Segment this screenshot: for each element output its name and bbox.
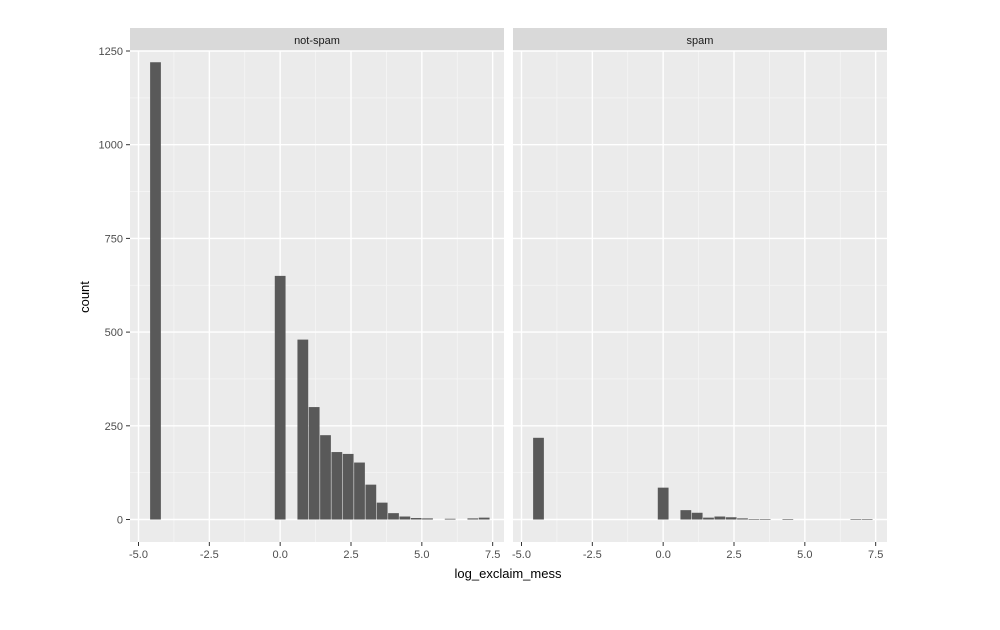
y-tick-label: 1250 <box>99 46 123 58</box>
histogram-bar <box>861 519 873 520</box>
histogram-bar <box>399 516 411 520</box>
histogram-bar <box>320 435 331 520</box>
histogram-bar <box>533 437 544 520</box>
y-tick-label: 500 <box>105 327 123 339</box>
histogram-bar <box>748 519 760 520</box>
histogram-bar <box>150 62 161 520</box>
x-tick-label: 5.0 <box>797 549 812 561</box>
histogram-bar <box>422 518 433 520</box>
y-tick-label: 250 <box>105 421 123 433</box>
x-tick-label: 0.0 <box>273 549 288 561</box>
histogram-bar <box>759 519 771 520</box>
y-axis-title: count <box>77 281 92 313</box>
facet-strip <box>130 28 504 51</box>
histogram-bar <box>410 518 422 520</box>
y-tick-label: 1000 <box>99 140 123 152</box>
x-tick-label: 7.5 <box>868 549 883 561</box>
histogram-bar <box>680 510 692 520</box>
histogram-bar <box>354 462 365 520</box>
facet-panel-not-spam: not-spam -5.0 -2.5 0.0 2.5 5.0 7.5 <box>129 28 504 561</box>
histogram-bar <box>725 517 737 520</box>
histogram-bar <box>657 487 669 520</box>
x-axis-title: log_exclaim_mess <box>455 566 562 581</box>
histogram-bar <box>444 518 456 520</box>
histogram-bar <box>297 339 309 520</box>
histogram-bar <box>782 519 794 520</box>
x-tick-label: -5.0 <box>129 549 148 561</box>
histogram-bar <box>274 275 286 520</box>
x-tick-label: 7.5 <box>485 549 500 561</box>
x-tick-label: 2.5 <box>343 549 358 561</box>
facet-panel-spam: spam -5.0 -2.5 0.0 2.5 5.0 7.5 <box>512 28 887 561</box>
histogram-bar <box>850 519 862 520</box>
x-tick-label: -2.5 <box>583 549 602 561</box>
y-tick-label: 0 <box>117 515 123 527</box>
x-tick-label: 2.5 <box>726 549 741 561</box>
histogram-bar <box>478 517 490 520</box>
x-tick-label: 0.0 <box>656 549 671 561</box>
histogram-bar <box>388 513 399 520</box>
y-tick-label: 750 <box>105 233 123 245</box>
histogram-bar <box>703 517 714 520</box>
histogram-bar <box>365 484 377 520</box>
facet-strip-label: not-spam <box>294 35 340 47</box>
x-tick-label: 5.0 <box>414 549 429 561</box>
histogram-bar <box>467 518 479 520</box>
x-tick-label: -2.5 <box>200 549 219 561</box>
histogram-bar <box>376 502 388 520</box>
histogram-bar <box>331 452 343 520</box>
histogram-bar <box>342 453 354 520</box>
histogram-bar <box>308 407 320 520</box>
facet-strip <box>513 28 887 51</box>
histogram-bar <box>737 518 748 520</box>
histogram-bar <box>714 516 726 520</box>
facet-strip-label: spam <box>687 35 714 47</box>
x-tick-label: -5.0 <box>512 549 531 561</box>
histogram-bar <box>691 512 703 520</box>
panel-background <box>513 51 887 542</box>
